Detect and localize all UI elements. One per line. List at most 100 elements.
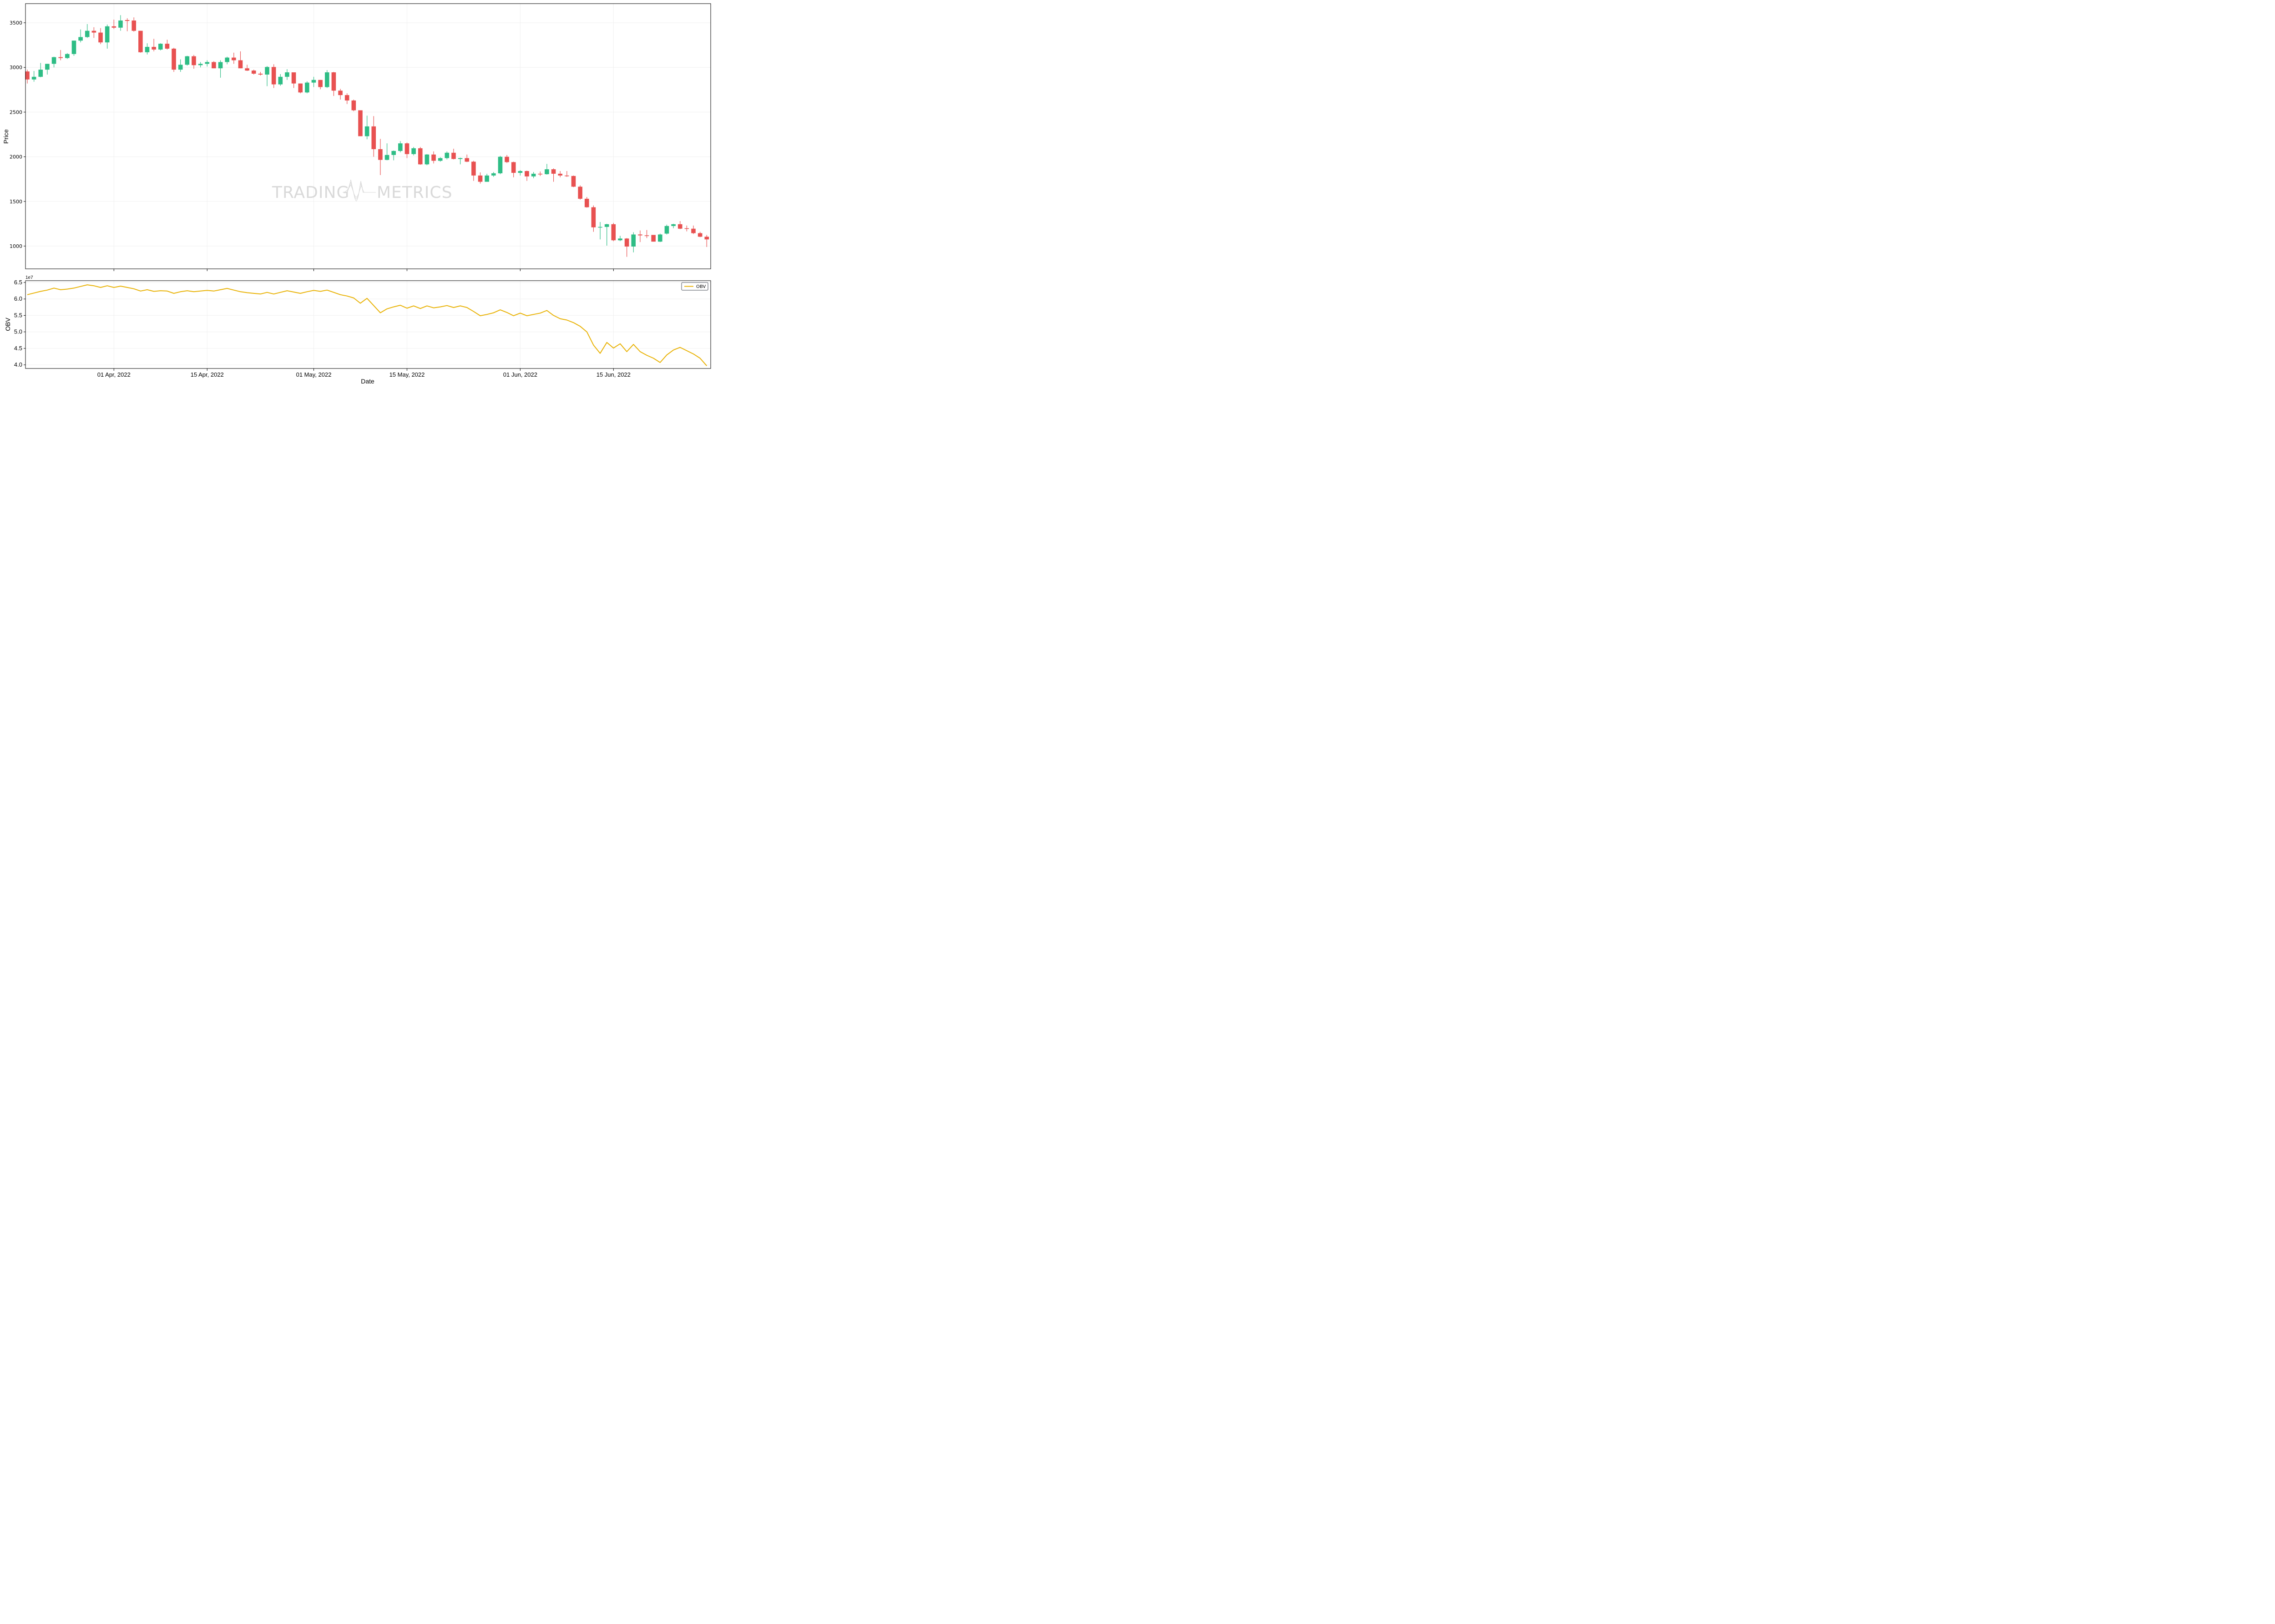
candle — [551, 168, 556, 182]
obv-offset-label: 1e7 — [25, 275, 33, 280]
candle — [232, 52, 236, 64]
candle — [218, 60, 223, 78]
candle — [445, 151, 450, 160]
price-gridlines — [25, 4, 711, 269]
candle — [384, 143, 389, 161]
watermark-left-text: TRADING — [272, 183, 349, 202]
candle — [325, 70, 329, 88]
obv-plot-frame — [25, 280, 711, 369]
candle — [245, 65, 249, 71]
candle — [212, 61, 216, 69]
candlestick-series — [25, 15, 709, 257]
candle — [198, 62, 203, 68]
candle — [98, 28, 103, 45]
candle — [338, 89, 343, 100]
x-axis: 01 Apr, 2022 15 Apr, 2022 01 May, 2022 15 M… — [97, 368, 631, 378]
candle — [591, 205, 596, 232]
candle — [131, 17, 136, 32]
candle — [538, 171, 543, 176]
legend: OBV — [681, 282, 708, 291]
x-tick-label: 01 Apr, 2022 — [97, 371, 131, 378]
legend-box — [681, 282, 708, 291]
candle — [611, 222, 616, 242]
chart-svg: TRADING METRICS 1000 1500 2000 2500 3000 3500… — [2, 3, 711, 385]
candle — [511, 161, 516, 177]
candle — [498, 156, 503, 174]
candle — [172, 47, 176, 72]
candle — [238, 51, 243, 69]
candle — [411, 146, 416, 156]
candle — [118, 15, 123, 31]
candle — [318, 80, 323, 90]
candle — [285, 69, 289, 80]
candle — [138, 30, 143, 53]
candle — [418, 146, 423, 165]
candle — [71, 40, 76, 56]
obv-ytick-label: 4.5 — [14, 345, 22, 352]
candle — [458, 157, 463, 165]
candle — [265, 66, 269, 86]
candle — [331, 72, 336, 96]
candle — [91, 27, 96, 38]
candle — [631, 232, 636, 252]
obv-ytick-label: 5.5 — [14, 312, 22, 318]
candle — [451, 148, 456, 160]
candle — [278, 74, 283, 86]
candle — [344, 93, 349, 104]
x-tick-label: 01 Jun, 2022 — [503, 371, 537, 378]
candle — [525, 171, 529, 181]
candle — [565, 171, 569, 177]
x-tick-label: 15 May, 2022 — [389, 371, 425, 378]
candle — [45, 64, 50, 75]
candle — [165, 40, 170, 50]
obv-line — [27, 284, 708, 366]
x-axis-label: Date — [361, 378, 374, 385]
candle — [305, 81, 309, 94]
candle — [404, 142, 410, 158]
candle — [618, 236, 622, 242]
candle — [518, 170, 523, 176]
candle — [638, 230, 642, 242]
waveform-logo-icon — [343, 179, 376, 202]
candle — [391, 150, 396, 161]
candle — [85, 24, 90, 38]
candle — [398, 141, 403, 152]
obv-panel: 4.0 4.5 5.0 5.5 6.0 6.5 1e7 OBV 01 Apr, 2022 1… — [4, 275, 711, 385]
candle — [698, 232, 703, 237]
candle — [478, 172, 483, 184]
candle — [704, 235, 709, 247]
candle — [658, 233, 662, 242]
candle — [291, 72, 296, 88]
obv-ytick-label: 5.0 — [14, 328, 22, 335]
candle — [531, 171, 536, 178]
candle — [31, 71, 36, 82]
candle — [378, 139, 383, 175]
candle — [51, 56, 56, 68]
x-tick-label: 15 Apr, 2022 — [191, 371, 224, 378]
candle — [465, 154, 470, 162]
candle — [298, 83, 303, 94]
obv-ytick-label: 6.5 — [14, 279, 22, 286]
price-panel: TRADING METRICS 1000 1500 2000 2500 3000 3500… — [2, 3, 711, 271]
candle — [251, 70, 256, 75]
price-ytick-label: 1000 — [10, 243, 22, 249]
price-ytick-label: 3500 — [10, 20, 22, 26]
x-tick-label: 01 May, 2022 — [296, 371, 332, 378]
candle — [271, 64, 276, 88]
candle — [677, 221, 682, 229]
candle — [571, 175, 576, 187]
candle — [152, 39, 156, 51]
price-ytick-label: 3000 — [10, 65, 22, 71]
candle — [358, 110, 363, 136]
candle — [558, 171, 562, 177]
candle — [438, 157, 443, 162]
watermark: TRADING METRICS — [272, 179, 452, 202]
obv-ytick-label: 4.0 — [14, 361, 22, 368]
candle — [491, 171, 496, 177]
candle — [584, 197, 589, 208]
candle — [105, 24, 110, 49]
price-plot-frame — [25, 3, 711, 269]
legend-obv-label: OBV — [696, 284, 706, 289]
candle — [178, 59, 183, 72]
candle — [145, 43, 150, 55]
